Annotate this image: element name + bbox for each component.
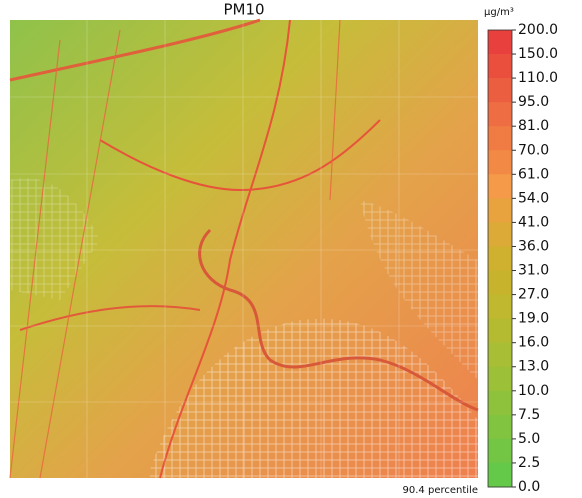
colorbar-segment (488, 150, 512, 175)
colorbar-segment (488, 102, 512, 127)
colorbar-frame (487, 29, 513, 488)
map (9, 18, 479, 479)
colorbar-segment (488, 198, 512, 223)
colorbar-tick-label: 27.0 (518, 287, 549, 303)
colorbar-tick-label: 95.0 (518, 94, 549, 110)
colorbar-tick-label: 10.0 (518, 383, 549, 399)
colorbar-tick-label: 19.0 (518, 311, 549, 327)
colorbar-tick-label: 5.0 (518, 431, 540, 447)
colorbar-segment (488, 438, 512, 464)
colorbar-segment (488, 174, 512, 199)
colorbar-tick-label: 0.0 (518, 479, 540, 495)
colorbar-tick-label: 150.0 (518, 46, 558, 62)
colorbar-segment (488, 222, 512, 247)
colorbar-tick-label: 13.0 (518, 359, 549, 375)
colorbar-tick-label: 81.0 (518, 118, 549, 134)
colorbar-segment (488, 342, 512, 368)
colorbar-segment (488, 270, 512, 296)
colorbar: 200.0 150.0 110.0 95.0 81.0 70.0 61.0 54.0 41.0 3… (487, 22, 558, 495)
colorbar-segment (488, 462, 512, 488)
footer-note: 90.4 percentile (403, 485, 478, 496)
colorbar-tick-label: 110.0 (518, 70, 558, 86)
colorbar-tick-label: 70.0 (518, 142, 549, 158)
colorbar-tick-label: 31.0 (518, 263, 549, 279)
colorbar-segment (488, 390, 512, 416)
map-title: PM10 (223, 1, 264, 19)
colorbar-segment (488, 246, 512, 272)
colorbar-segment (488, 30, 512, 55)
colorbar-tick-label: 7.5 (518, 407, 540, 423)
colorbar-tick-label: 200.0 (518, 22, 558, 38)
colorbar-segment (488, 414, 512, 440)
colorbar-segment (488, 54, 512, 79)
colorbar-segment (488, 318, 512, 344)
colorbar-tick-label: 2.5 (518, 455, 540, 471)
colorbar-tick-label: 16.0 (518, 335, 549, 351)
colorbar-segment (488, 294, 512, 320)
colorbar-unit: μg/m³ (484, 7, 514, 18)
colorbar-tick-label: 36.0 (518, 238, 549, 254)
colorbar-tick-label: 41.0 (518, 214, 549, 230)
colorbar-segment (488, 366, 512, 392)
colorbar-segment (488, 78, 512, 103)
colorbar-segment (488, 126, 512, 151)
colorbar-tick-label: 54.0 (518, 190, 549, 206)
colorbar-tick-label: 61.0 (518, 166, 549, 182)
